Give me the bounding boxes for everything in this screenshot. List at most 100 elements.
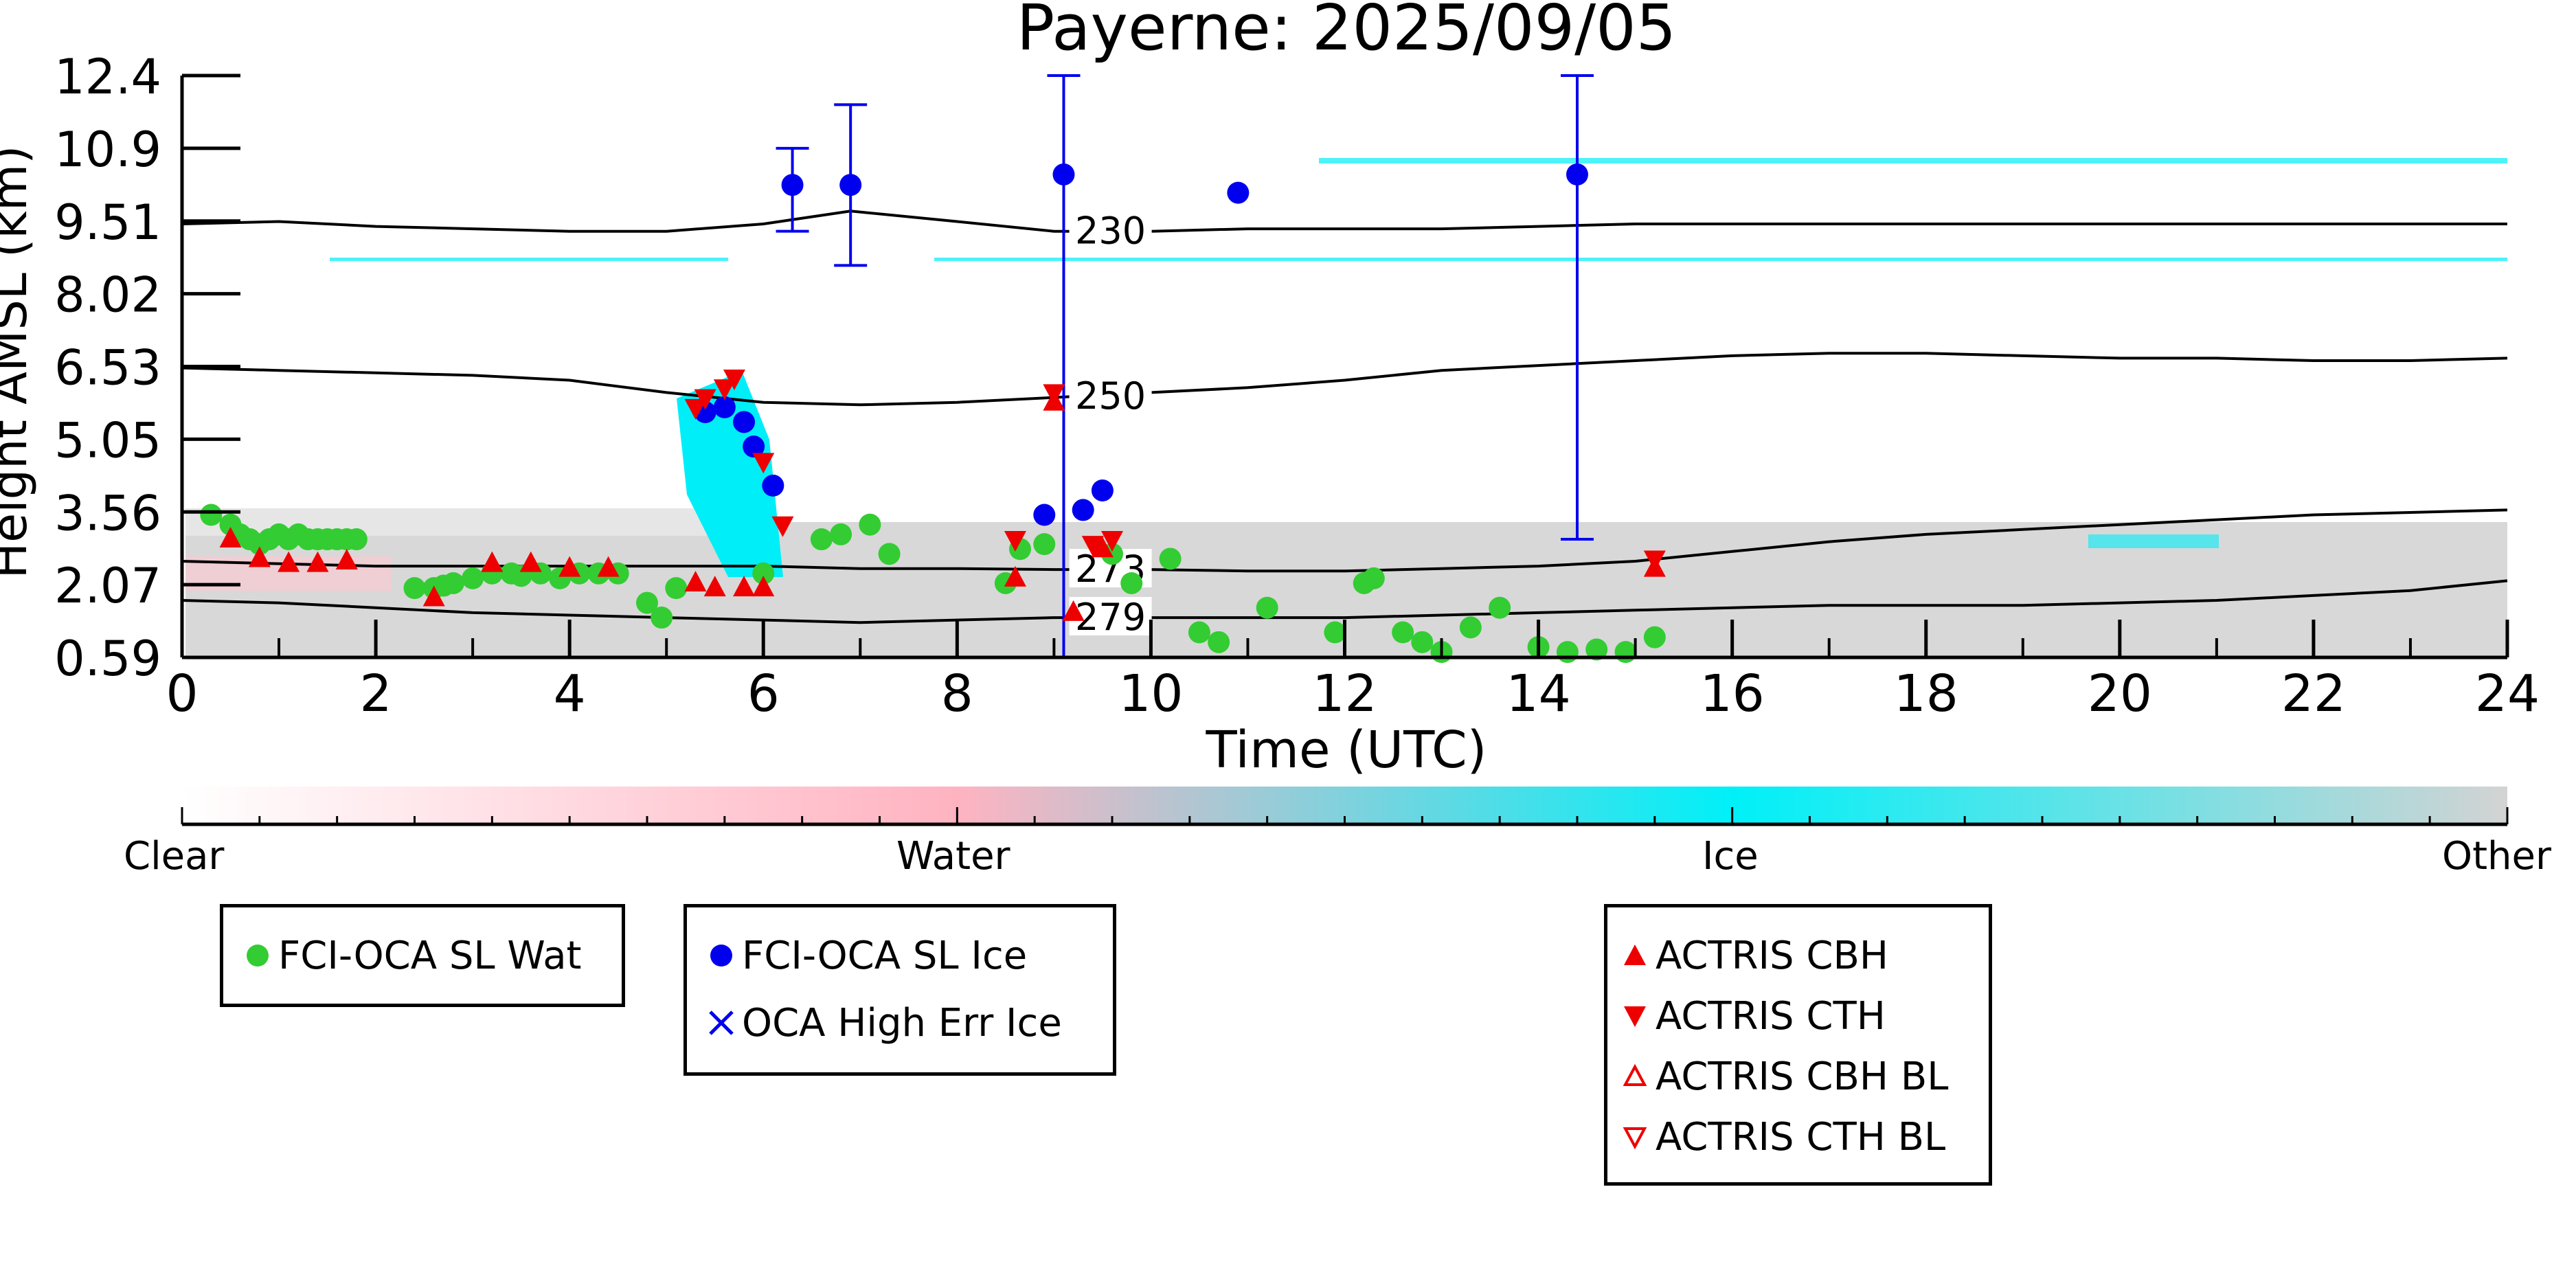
x-tick-label: 10 <box>1118 664 1183 723</box>
colorbar-label-water: Water <box>896 834 1010 879</box>
axes: 0 2 4 6 8 10 12 14 16 18 20 22 240.592.073.565.056.5… <box>54 49 2540 723</box>
isotherm-label-bg <box>1069 376 1152 415</box>
y-tick-label: 10.9 <box>54 122 161 178</box>
legend-label-actris-cth-bl: ACTRIS CTH BL <box>1656 1114 1946 1160</box>
background-cloud-mask <box>185 158 2507 659</box>
point-fci-oca-sl-wat <box>1489 596 1511 619</box>
legend-label-actris-cbh: ACTRIS CBH <box>1656 933 1889 978</box>
point-actris-cbh <box>481 551 504 572</box>
point-fci-oca-sl-wat <box>403 577 426 600</box>
point-actris-cbh <box>597 556 620 577</box>
point-fci-oca-sl-wat <box>859 513 881 536</box>
x-tick-label: 14 <box>1506 664 1570 723</box>
triangle-down-icon <box>1624 1006 1646 1027</box>
point-fci-oca-sl-wat <box>1411 631 1434 653</box>
x-tick-label: 12 <box>1312 664 1377 723</box>
isotherm-line-279 <box>181 579 2508 624</box>
legend-label-actris-cth: ACTRIS CTH <box>1656 993 1886 1039</box>
point-actris-cbh <box>248 546 271 567</box>
triangle-down-open-icon <box>1623 1127 1647 1150</box>
point-actris-cth <box>752 453 775 474</box>
point-fci-oca-sl-wat <box>878 543 901 565</box>
point-fci-oca-sl-wat <box>1362 567 1385 589</box>
isotherm-line-230 <box>181 210 2507 233</box>
point-fci-oca-sl-wat <box>810 528 833 551</box>
point-fci-oca-sl-ice <box>1052 163 1075 185</box>
x-tick-label: 8 <box>941 664 973 723</box>
legend-label-fci-oca-sl-wat: FCI-OCA SL Wat <box>278 933 582 978</box>
point-fci-oca-sl-ice <box>1091 479 1114 501</box>
point-fci-oca-sl-wat <box>1392 621 1414 644</box>
point-actris-cth <box>1643 550 1666 572</box>
point-fci-oca-sl-wat <box>462 567 484 589</box>
chart-title: Payerne: 2025/09/05 <box>1017 0 1676 65</box>
x-tick-label: 0 <box>166 664 198 723</box>
y-tick-label: 12.4 <box>54 49 161 105</box>
point-actris-cth <box>771 516 794 537</box>
isotherm-label-bg <box>1069 597 1152 636</box>
x-tick-label: 16 <box>1700 664 1765 723</box>
isotherm-label-230: 230 <box>1075 210 1146 253</box>
legend-ice: FCI-OCA SL Ice OCA High Err Ice <box>683 904 1116 1076</box>
isotherm-line-250 <box>181 352 2508 407</box>
y-tick-label: 9.51 <box>54 194 161 251</box>
legend-water: FCI-OCA SL Wat <box>220 904 625 1007</box>
point-fci-oca-sl-wat <box>1033 533 1056 556</box>
point-fci-oca-sl-wat <box>665 577 688 600</box>
point-fci-oca-sl-wat <box>345 528 368 551</box>
point-fci-oca-sl-wat <box>651 607 673 629</box>
point-fci-oca-sl-wat <box>1159 547 1182 570</box>
point-fci-oca-sl-wat <box>636 591 658 614</box>
isotherm-label-250: 250 <box>1075 374 1146 418</box>
point-fci-oca-sl-wat <box>1324 621 1346 644</box>
point-fci-oca-sl-wat <box>1556 641 1579 664</box>
legend-label-oca-high-err-ice: OCA High Err Ice <box>742 1000 1062 1046</box>
data-points <box>200 163 1666 664</box>
y-tick-label: 3.56 <box>54 485 161 541</box>
x-tick-label: 24 <box>2475 664 2540 723</box>
point-fci-oca-sl-wat <box>1614 641 1637 664</box>
triangle-up-open-icon <box>1623 1063 1647 1086</box>
point-fci-oca-sl-ice <box>781 174 804 196</box>
point-fci-oca-sl-wat <box>200 504 223 526</box>
point-fci-oca-sl-wat <box>1643 626 1666 648</box>
point-actris-cth <box>723 369 745 390</box>
point-fci-oca-sl-ice <box>733 411 756 433</box>
point-actris-cbh <box>519 551 542 572</box>
point-actris-cbh <box>422 585 445 607</box>
point-actris-cth <box>1043 384 1065 405</box>
point-fci-oca-sl-ice <box>839 174 862 196</box>
y-tick-label: 0.59 <box>54 631 161 687</box>
point-actris-cbh <box>684 570 707 591</box>
point-actris-cbh <box>752 576 775 597</box>
point-fci-oca-sl-wat <box>752 562 775 585</box>
point-actris-cth <box>1101 531 1123 552</box>
legend-label-fci-oca-sl-ice: FCI-OCA SL Ice <box>742 933 1028 978</box>
point-fci-oca-sl-wat <box>1256 596 1278 619</box>
point-fci-oca-sl-wat <box>1585 638 1608 661</box>
x-axis-label: Time (UTC) <box>1205 721 1487 780</box>
legend-actris: ACTRIS CBH ACTRIS CTH ACTRIS CBH BL ACTR… <box>1604 904 1992 1186</box>
colorbar-label-clear: Clear <box>124 834 225 879</box>
y-tick-label: 5.05 <box>54 412 161 468</box>
isotherm-label-bg <box>1069 210 1152 249</box>
circle-marker-icon <box>710 945 732 967</box>
point-fci-oca-sl-ice <box>713 396 736 418</box>
point-actris-cth <box>694 389 716 410</box>
point-actris-cbh <box>1091 536 1114 558</box>
point-fci-oca-sl-wat <box>1188 621 1210 644</box>
point-fci-oca-sl-wat <box>830 523 852 545</box>
point-actris-cth <box>1004 531 1026 552</box>
point-actris-cbh <box>558 556 581 577</box>
point-fci-oca-sl-wat <box>1208 631 1230 653</box>
x-tick-label: 6 <box>747 664 780 723</box>
isotherm-label-279: 279 <box>1075 596 1146 639</box>
point-actris-cth <box>1081 536 1104 557</box>
point-actris-cth <box>713 379 736 400</box>
point-actris-cbh <box>733 576 756 597</box>
colorbar-label-other: Other <box>2442 834 2552 879</box>
x-tick-label: 18 <box>1894 664 1958 723</box>
legend-label-actris-cbh-bl: ACTRIS CBH BL <box>1656 1054 1949 1099</box>
